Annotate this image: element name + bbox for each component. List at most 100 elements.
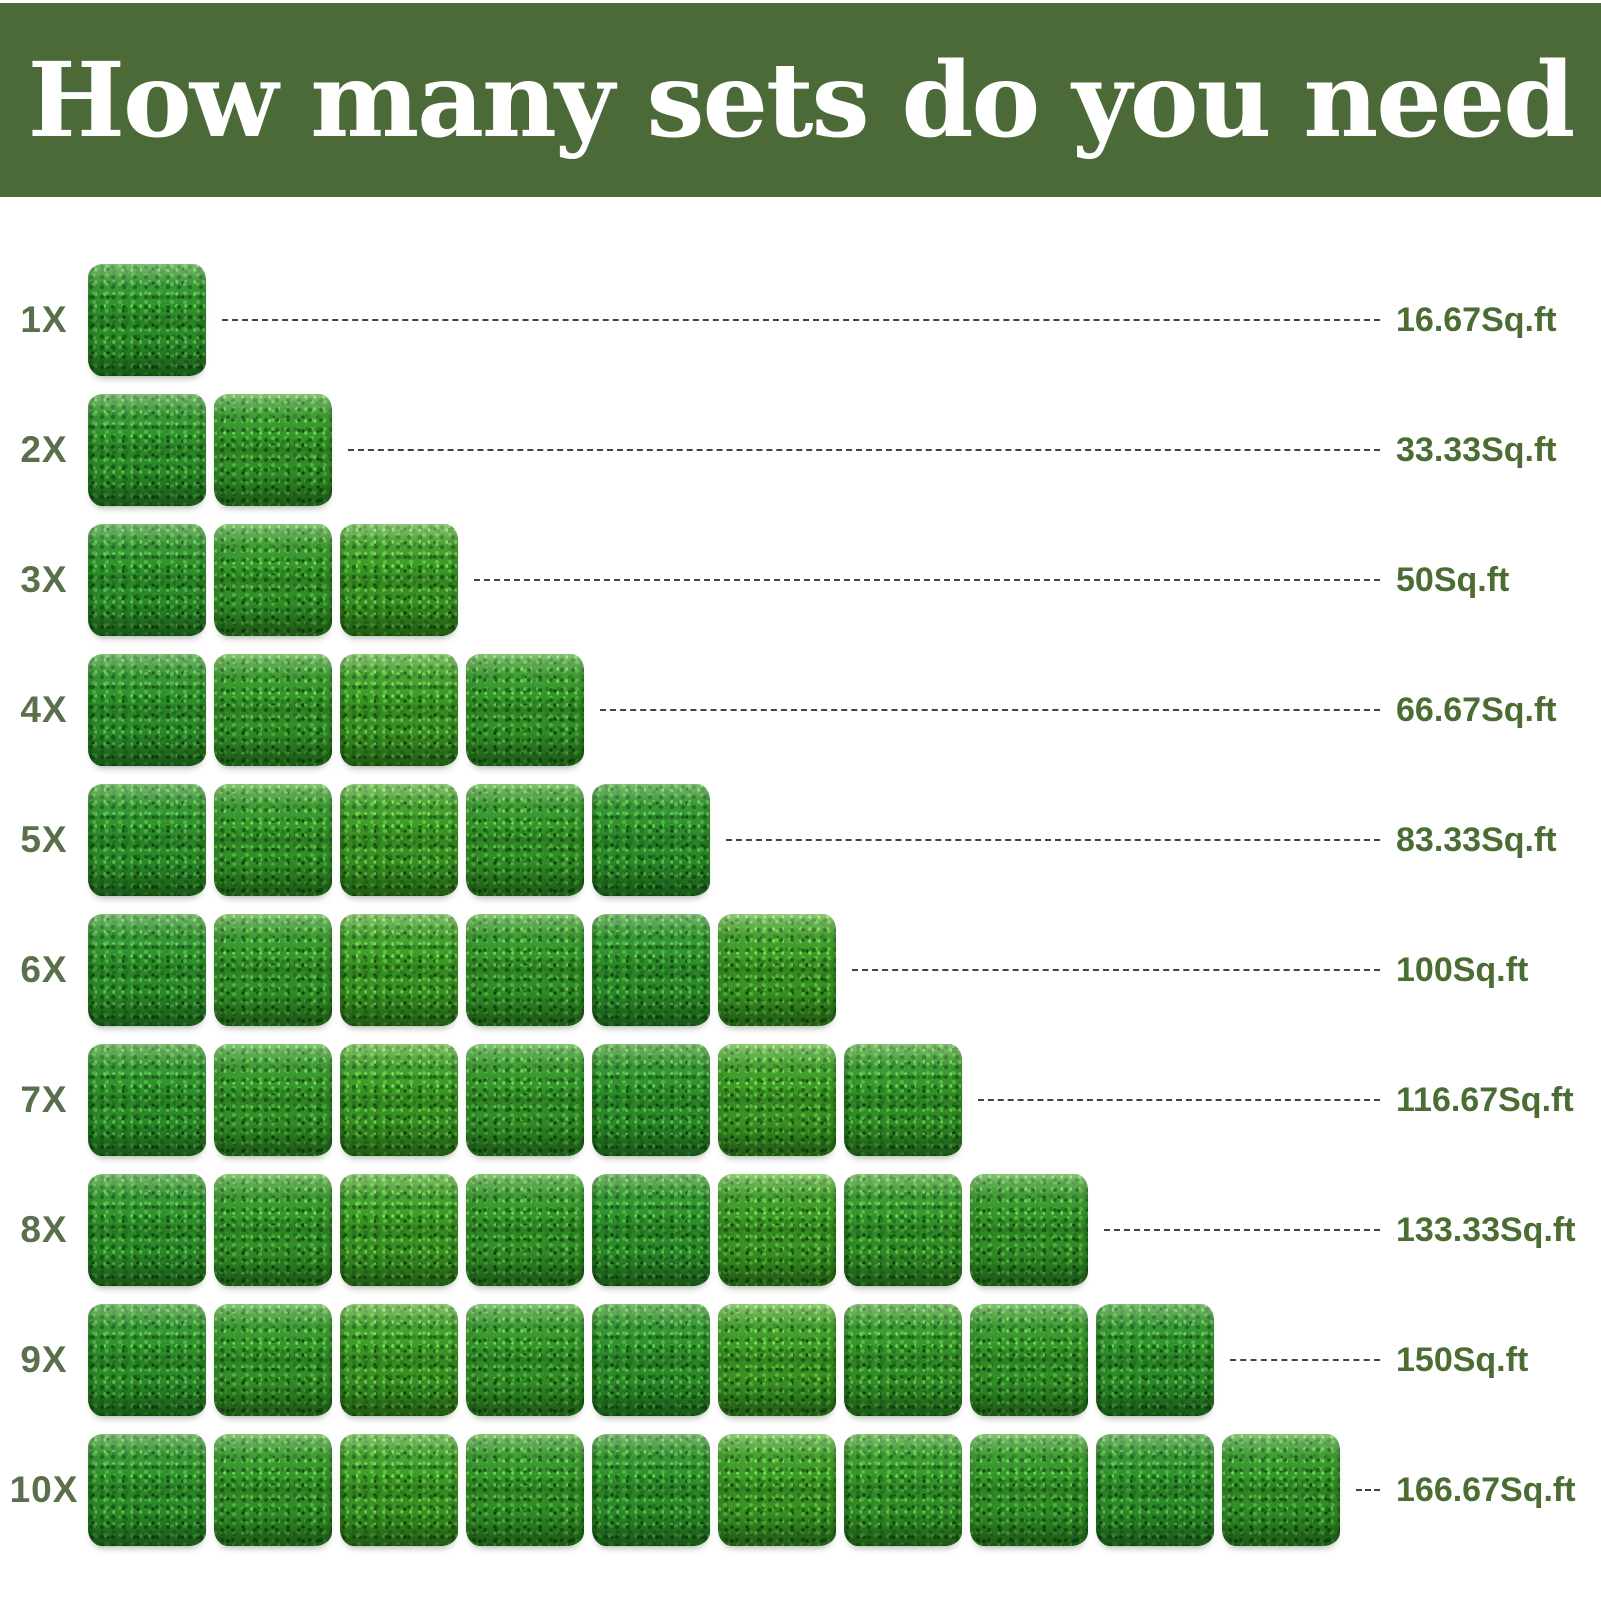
header-banner: How many sets do you need [0, 3, 1601, 197]
grass-panel-icon [340, 1434, 458, 1546]
set-row-8x: 8X 133.33Sq.ft [0, 1165, 1601, 1295]
grass-panel-icon [844, 1434, 962, 1546]
grass-panel-group [88, 1044, 962, 1156]
set-count-label: 9X [20, 1339, 68, 1380]
set-count-label: 2X [20, 429, 68, 470]
coverage-value: 66.67Sq.ft [1396, 690, 1557, 729]
set-row-10x: 10X 166.67Sq.ft [0, 1425, 1601, 1555]
grass-panel-icon [592, 1434, 710, 1546]
grass-panel-icon [340, 654, 458, 766]
grass-panel-icon [340, 784, 458, 896]
sets-diagram: 1X 16.67Sq.ft 2X 33.33Sq.ft 3X 50Sq.ft 4… [0, 255, 1601, 1555]
grass-panel-icon [466, 1044, 584, 1156]
grass-panel-icon [466, 654, 584, 766]
grass-panel-icon [592, 1174, 710, 1286]
set-row-5x: 5X 83.33Sq.ft [0, 775, 1601, 905]
grass-panel-icon [88, 394, 206, 506]
set-count-label: 8X [20, 1209, 68, 1250]
grass-panel-icon [214, 524, 332, 636]
set-row-9x: 9X 150Sq.ft [0, 1295, 1601, 1425]
set-count-label: 1X [20, 299, 68, 340]
coverage-value: 50Sq.ft [1396, 560, 1510, 599]
page-title: How many sets do you need [27, 39, 1576, 161]
grass-panel-icon [88, 264, 206, 376]
grass-panel-icon [340, 524, 458, 636]
coverage-value: 16.67Sq.ft [1396, 300, 1557, 339]
grass-panel-icon [592, 1304, 710, 1416]
grass-panel-group [88, 524, 458, 636]
grass-panel-icon [970, 1304, 1088, 1416]
grass-panel-group [88, 1174, 1088, 1286]
grass-panel-icon [88, 1174, 206, 1286]
grass-panel-group [88, 784, 710, 896]
grass-panel-icon [970, 1174, 1088, 1286]
dotted-leader-line [1356, 1489, 1380, 1491]
grass-panel-icon [88, 914, 206, 1026]
grass-panel-icon [592, 1044, 710, 1156]
grass-panel-icon [1096, 1304, 1214, 1416]
dotted-leader-line [348, 449, 1380, 451]
grass-panel-icon [88, 1434, 206, 1546]
set-count-label: 6X [20, 949, 68, 990]
coverage-value: 83.33Sq.ft [1396, 820, 1557, 859]
set-row-4x: 4X 66.67Sq.ft [0, 645, 1601, 775]
grass-panel-group [88, 654, 584, 766]
grass-panel-icon [214, 1434, 332, 1546]
grass-panel-group [88, 1304, 1214, 1416]
grass-panel-icon [844, 1044, 962, 1156]
grass-panel-group [88, 914, 836, 1026]
set-count-label: 4X [20, 689, 68, 730]
grass-panel-icon [718, 1434, 836, 1546]
grass-panel-icon [88, 524, 206, 636]
grass-panel-icon [214, 654, 332, 766]
set-row-3x: 3X 50Sq.ft [0, 515, 1601, 645]
grass-panel-icon [466, 784, 584, 896]
set-row-6x: 6X 100Sq.ft [0, 905, 1601, 1035]
grass-panel-icon [340, 1174, 458, 1286]
grass-panel-icon [1096, 1434, 1214, 1546]
set-count-label: 3X [20, 559, 68, 600]
dotted-leader-line [474, 579, 1380, 581]
grass-panel-icon [466, 1174, 584, 1286]
grass-panel-icon [970, 1434, 1088, 1546]
grass-panel-icon [718, 914, 836, 1026]
grass-panel-group [88, 264, 206, 376]
grass-panel-icon [592, 784, 710, 896]
grass-panel-icon [466, 1434, 584, 1546]
grass-panel-icon [718, 1304, 836, 1416]
coverage-value: 100Sq.ft [1396, 950, 1529, 989]
dotted-leader-line [726, 839, 1380, 841]
dotted-leader-line [1230, 1359, 1380, 1361]
grass-panel-icon [466, 914, 584, 1026]
grass-panel-icon [88, 1304, 206, 1416]
set-count-label: 5X [20, 819, 68, 860]
grass-panel-group [88, 1434, 1340, 1546]
grass-panel-icon [88, 784, 206, 896]
dotted-leader-line [222, 319, 1380, 321]
coverage-value: 133.33Sq.ft [1396, 1210, 1576, 1249]
dotted-leader-line [600, 709, 1380, 711]
dotted-leader-line [852, 969, 1380, 971]
grass-panel-icon [214, 1304, 332, 1416]
grass-panel-icon [88, 1044, 206, 1156]
set-row-7x: 7X 116.67Sq.ft [0, 1035, 1601, 1165]
grass-panel-icon [340, 914, 458, 1026]
grass-panel-icon [592, 914, 710, 1026]
grass-panel-icon [340, 1044, 458, 1156]
dotted-leader-line [978, 1099, 1380, 1101]
coverage-value: 150Sq.ft [1396, 1340, 1529, 1379]
grass-panel-icon [214, 394, 332, 506]
grass-panel-icon [214, 784, 332, 896]
grass-panel-icon [214, 1174, 332, 1286]
dotted-leader-line [1104, 1229, 1380, 1231]
coverage-value: 116.67Sq.ft [1396, 1080, 1574, 1119]
grass-panel-icon [844, 1174, 962, 1286]
grass-panel-icon [718, 1044, 836, 1156]
set-count-label: 7X [20, 1079, 68, 1120]
grass-panel-icon [466, 1304, 584, 1416]
grass-panel-icon [214, 1044, 332, 1156]
grass-panel-icon [340, 1304, 458, 1416]
grass-panel-icon [1222, 1434, 1340, 1546]
coverage-value: 166.67Sq.ft [1396, 1470, 1576, 1509]
grass-panel-icon [88, 654, 206, 766]
